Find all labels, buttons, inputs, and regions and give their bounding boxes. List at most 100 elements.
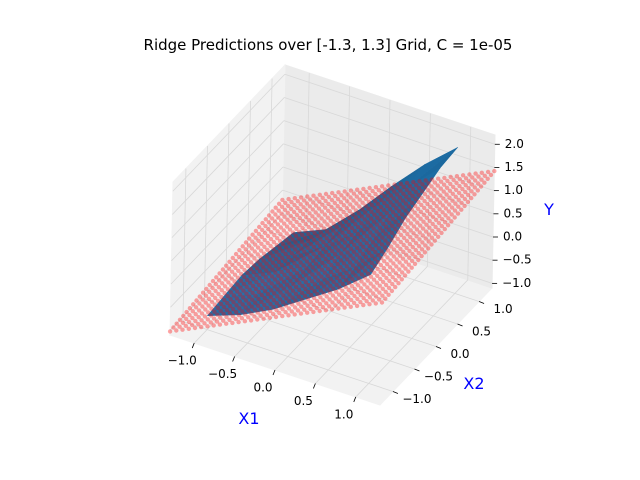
plane-marker [482, 173, 487, 178]
plane-marker [285, 217, 290, 222]
plane-marker [255, 252, 260, 257]
plane-marker [403, 215, 408, 220]
plane-marker [360, 200, 365, 205]
plane-marker [184, 316, 189, 322]
plane-marker [204, 286, 209, 292]
plane-marker [379, 197, 384, 203]
plane-marker [331, 279, 336, 284]
plane-marker [343, 219, 349, 225]
plane-marker [396, 281, 401, 286]
x-tick-mark [191, 342, 195, 349]
plane-marker [466, 192, 471, 198]
plane-marker [277, 245, 282, 251]
plane-marker [268, 243, 273, 249]
plane-marker [259, 285, 265, 291]
plane-marker [324, 294, 329, 299]
plane-marker [270, 267, 275, 272]
plane-marker [359, 221, 364, 226]
plane-marker [410, 244, 415, 250]
plane-marker [347, 267, 352, 272]
plane-marker [187, 312, 192, 318]
plane-marker [390, 281, 395, 287]
plane-marker [343, 226, 348, 232]
plane-marker [389, 288, 395, 294]
plane-marker [308, 299, 314, 305]
plane-marker [283, 310, 288, 315]
plane-marker [459, 193, 465, 199]
plane-marker [306, 289, 311, 295]
plane-marker [256, 238, 261, 243]
y-tick-mark [392, 391, 399, 394]
plane-marker [285, 210, 290, 215]
plane-marker [186, 319, 192, 325]
plane-marker [355, 231, 361, 237]
plane-marker [316, 271, 321, 276]
plane-marker [298, 208, 303, 214]
plane-marker [253, 286, 259, 292]
plane-marker [296, 294, 301, 299]
plane-marker [286, 255, 291, 260]
plane-marker [344, 212, 349, 218]
plane-marker [231, 293, 237, 298]
plane-marker [402, 228, 407, 234]
plane-marker [237, 248, 242, 253]
plane-marker [466, 186, 471, 191]
plane-marker [295, 250, 301, 255]
plane-marker [323, 263, 328, 268]
plane-marker [382, 194, 387, 199]
plane-marker [381, 207, 387, 213]
plane-marker [356, 225, 361, 230]
plane-marker [297, 287, 302, 293]
plane-marker [214, 319, 220, 324]
plane-marker [317, 243, 323, 249]
plane-marker [365, 227, 370, 232]
plane-marker [381, 214, 386, 220]
plane-marker [362, 224, 367, 229]
plane-marker [267, 257, 272, 262]
plane-marker [242, 267, 247, 273]
plane-marker [298, 202, 303, 207]
plane-marker [322, 212, 328, 217]
plane-marker [361, 302, 366, 308]
plane-marker [203, 293, 209, 298]
plane-marker [331, 272, 337, 278]
plane-marker [273, 270, 278, 275]
plane-marker [432, 187, 437, 192]
plane-marker [327, 239, 332, 244]
z-tick-label: −0.5 [503, 253, 532, 267]
plane-marker [356, 218, 361, 223]
plane-marker [421, 212, 427, 217]
plane-marker [346, 229, 351, 235]
plane-marker [363, 196, 369, 201]
plane-marker [312, 230, 317, 236]
plane-marker [361, 296, 366, 301]
plane-marker [250, 297, 255, 302]
plane-marker [190, 309, 195, 314]
plane-marker [452, 208, 458, 213]
plane-marker [292, 312, 297, 317]
plane-marker [254, 266, 260, 271]
plane-marker [282, 214, 287, 219]
plane-marker [369, 202, 374, 207]
y-tick-mark [435, 346, 442, 349]
plane-marker [368, 288, 373, 293]
plane-marker [382, 259, 387, 264]
plane-marker [242, 260, 248, 266]
plane-marker [342, 196, 347, 201]
plane-marker [247, 294, 252, 299]
plane-marker [440, 217, 445, 222]
plane-marker [429, 177, 435, 182]
plane-marker [230, 255, 235, 261]
z-axis-label: Y [543, 200, 554, 219]
plane-marker [456, 190, 462, 196]
plane-marker [316, 264, 322, 269]
plane-marker [280, 313, 285, 319]
plane-marker [315, 227, 321, 232]
plane-marker [351, 198, 356, 203]
plane-marker [260, 220, 265, 226]
plane-marker [250, 239, 255, 244]
plane-marker [406, 269, 411, 274]
plane-marker [397, 195, 403, 200]
plane-marker [281, 293, 286, 298]
plane-marker [378, 276, 383, 282]
